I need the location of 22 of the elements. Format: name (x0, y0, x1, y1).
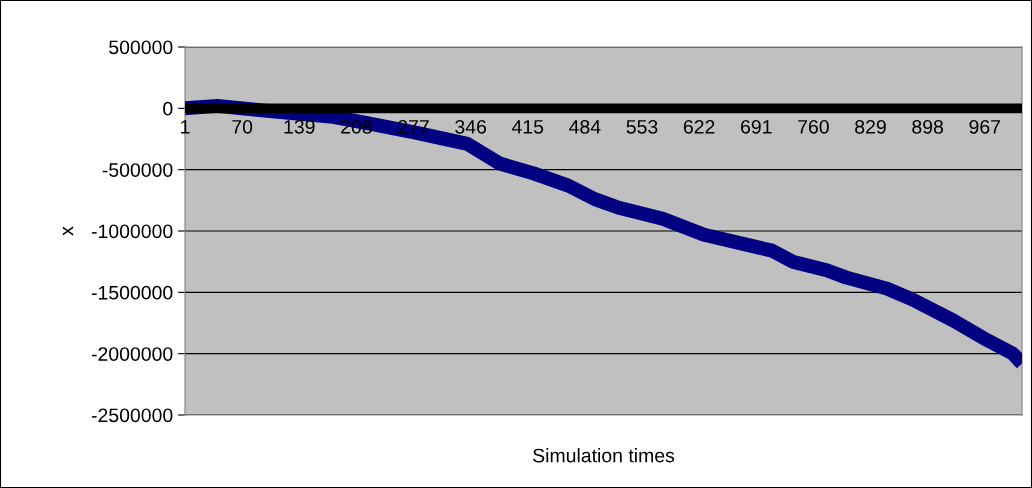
y-tick-label: -2000000 (91, 347, 173, 361)
x-tick-label: 70 (232, 119, 253, 134)
y-tick-label: 0 (163, 101, 173, 116)
y-tick-label: 500000 (109, 40, 173, 55)
y-tick-label: -2500000 (91, 408, 173, 423)
x-tick-label: 484 (569, 119, 601, 134)
x-axis-title: Simulation times (533, 448, 675, 463)
x-tick-label: 415 (511, 120, 544, 134)
x-tick-label: 553 (626, 119, 658, 134)
x-tick-label: 1 (181, 120, 190, 134)
x-tick-label: 139 (284, 119, 315, 134)
y-axis-title: x (62, 226, 74, 236)
x-tick-label: 622 (683, 119, 715, 134)
x-tick-label: 346 (455, 119, 486, 134)
x-tick-label: 829 (855, 119, 886, 134)
y-tick-label: -1000000 (91, 224, 173, 239)
x-tick-label: 760 (798, 119, 829, 134)
x-tick-label: 898 (912, 119, 943, 134)
y-tick-label: -1500000 (91, 285, 173, 300)
y-tick-label: -500000 (102, 163, 173, 177)
x-tick-label: 967 (969, 119, 1000, 134)
x-tick-label: 691 (741, 119, 772, 134)
